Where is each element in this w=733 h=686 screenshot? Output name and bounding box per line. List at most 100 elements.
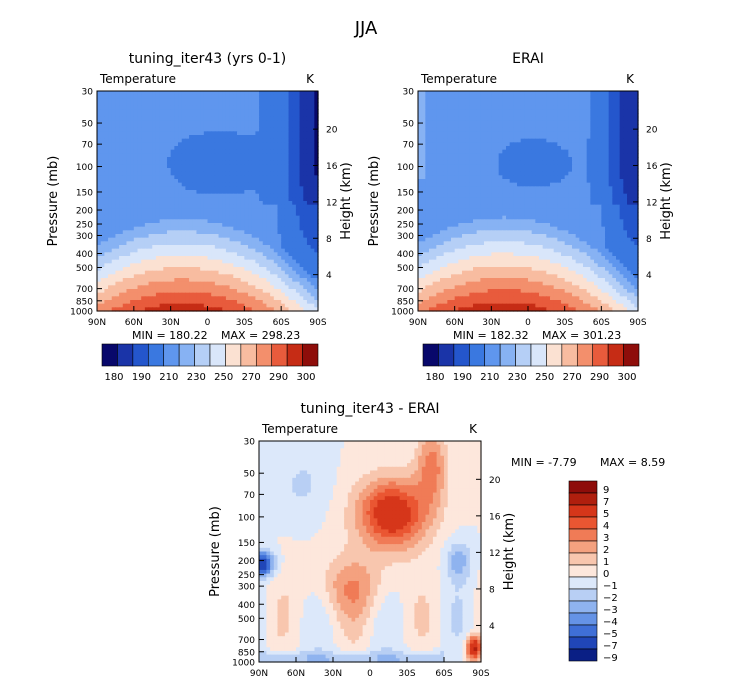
field-cell xyxy=(306,201,312,206)
field-cell xyxy=(174,256,179,261)
field-cell xyxy=(144,138,150,143)
field-cell xyxy=(144,300,150,305)
field-cell xyxy=(273,149,279,154)
field-cell xyxy=(295,208,301,213)
field-cell xyxy=(166,149,172,154)
field-cell xyxy=(130,179,135,184)
field-cell xyxy=(579,135,584,140)
field-cell xyxy=(200,157,205,162)
field-cell xyxy=(189,204,194,209)
field-cell xyxy=(454,120,459,125)
field-cell xyxy=(192,285,198,290)
field-cell xyxy=(295,223,301,228)
field-cell xyxy=(233,127,238,132)
field-cell xyxy=(178,179,183,184)
field-cell xyxy=(189,164,194,169)
field-cell xyxy=(155,120,161,125)
field-cell xyxy=(181,204,186,209)
field-cell xyxy=(469,160,474,165)
field-cell xyxy=(310,285,315,290)
field-cell xyxy=(192,124,198,129)
field-cell xyxy=(229,248,234,253)
field-cell xyxy=(432,98,437,103)
field-cell xyxy=(141,94,146,99)
field-cell xyxy=(255,171,260,176)
field-cell xyxy=(225,186,231,191)
field-cell xyxy=(440,138,445,143)
field-cell xyxy=(144,212,150,217)
field-cell xyxy=(240,285,245,290)
field-cell xyxy=(314,98,319,103)
field-cell xyxy=(546,102,551,107)
field-cell xyxy=(222,94,227,99)
field-cell xyxy=(133,120,139,125)
field-cell xyxy=(111,223,117,228)
field-cell xyxy=(244,131,249,136)
field-cell xyxy=(115,135,120,140)
field-cell xyxy=(440,109,445,114)
field-cell xyxy=(207,267,212,272)
field-cell xyxy=(185,201,190,206)
field-cell xyxy=(557,98,562,103)
field-cell xyxy=(104,208,109,213)
field-cell xyxy=(137,98,142,103)
field-cell xyxy=(133,94,139,99)
field-cell xyxy=(295,252,301,257)
field-cell xyxy=(476,116,481,121)
field-cell xyxy=(284,248,290,253)
field-cell xyxy=(211,296,216,301)
field-cell xyxy=(531,98,536,103)
field-cell xyxy=(185,113,190,118)
field-cell xyxy=(170,245,175,250)
field-cell xyxy=(236,300,242,305)
field-cell xyxy=(115,201,120,206)
field-cell xyxy=(627,157,632,162)
field-cell xyxy=(137,303,142,308)
field-cell xyxy=(476,127,481,132)
field-cell xyxy=(303,186,308,191)
field-cell xyxy=(133,105,139,110)
field-cell xyxy=(163,223,168,228)
field-cell xyxy=(144,281,150,286)
field-cell xyxy=(506,149,511,154)
field-cell xyxy=(104,120,109,125)
field-cell xyxy=(255,281,260,286)
field-cell xyxy=(122,248,128,253)
field-cell xyxy=(284,168,290,173)
field-cell xyxy=(211,149,216,154)
field-cell xyxy=(196,98,201,103)
field-cell xyxy=(266,263,271,268)
field-cell xyxy=(115,91,120,96)
field-cell xyxy=(122,153,128,158)
field-cell xyxy=(248,98,253,103)
field-cell xyxy=(181,278,186,283)
field-cell xyxy=(454,124,459,129)
field-cell xyxy=(306,226,312,231)
field-cell xyxy=(421,149,426,154)
field-cell xyxy=(166,102,172,107)
field-cell xyxy=(273,270,279,275)
field-cell xyxy=(251,197,256,202)
field-cell xyxy=(225,124,231,129)
field-cell xyxy=(303,252,308,257)
field-cell xyxy=(498,98,503,103)
field-cell xyxy=(306,171,312,176)
field-cell xyxy=(281,190,286,195)
field-cell xyxy=(229,149,234,154)
field-cell xyxy=(155,98,161,103)
field-cell xyxy=(436,98,441,103)
field-cell xyxy=(200,212,205,217)
field-cell xyxy=(244,138,249,143)
field-cell xyxy=(189,94,194,99)
field-cell xyxy=(185,109,190,114)
left-string: Temperature xyxy=(99,72,176,86)
field-cell xyxy=(159,237,164,242)
field-cell xyxy=(255,267,260,272)
field-cell xyxy=(144,127,150,132)
field-cell xyxy=(111,142,117,147)
field-cell xyxy=(564,135,569,140)
panel-title: tuning_iter43 (yrs 0-1) xyxy=(129,51,286,67)
field-cell xyxy=(590,113,595,118)
field-cell xyxy=(310,160,315,165)
field-cell xyxy=(425,135,430,140)
